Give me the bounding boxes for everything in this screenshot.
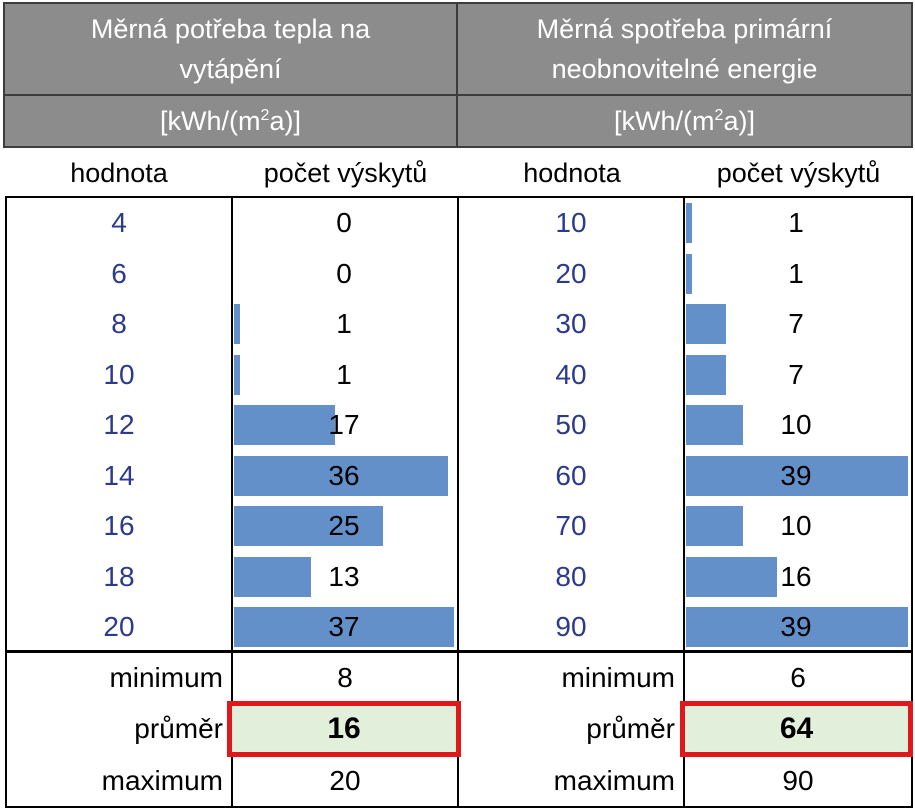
left-row-count: 13 [328, 560, 360, 592]
right-header-title: Měrná spotřeba primární neobnovitelné en… [456, 2, 913, 96]
left-unit-text: [kWh/(m2a)] [160, 106, 301, 136]
left-row-bar [234, 556, 312, 597]
right-unit-text: [kWh/(m2a)] [614, 106, 755, 136]
left-col-value-header: hodnota [70, 157, 168, 188]
right-row-bar [686, 405, 743, 445]
left-row-count: 37 [328, 611, 360, 642]
left-row-bar [234, 304, 240, 344]
left-row-count: 0 [336, 257, 352, 289]
left-row-bar [234, 455, 449, 496]
right-row-bar [686, 506, 743, 546]
left-row-count: 0 [336, 207, 352, 238]
right-col-count-header: počet výskytů [716, 157, 881, 188]
right-row-value: 70 [555, 510, 587, 541]
left-row-value: 6 [111, 257, 127, 289]
right-avg-value: 64 [680, 701, 913, 757]
right-row-value: 20 [555, 257, 587, 289]
right-row-value: 80 [555, 560, 587, 592]
left-row-bar [234, 405, 336, 445]
right-data-row: 50 10 [0, 400, 915, 450]
left-col-count-header: počet výskytů [263, 157, 428, 188]
right-row-value: 50 [555, 409, 587, 440]
left-row-count: 17 [328, 409, 360, 440]
left-min-label: minimum [109, 662, 223, 693]
right-row-count: 10 [780, 409, 812, 440]
left-row-value: 12 [103, 409, 135, 440]
left-avg-value: 16 [227, 701, 461, 757]
right-row-count: 39 [780, 459, 812, 491]
right-row-count: 10 [780, 510, 812, 541]
right-col-value-header: hodnota [523, 157, 621, 188]
right-row-count: 16 [780, 560, 812, 592]
right-row-bar [686, 203, 692, 243]
left-row-bar [234, 506, 383, 546]
right-header-unit: [kWh/(m2a)] [456, 94, 913, 148]
right-column-divider [683, 196, 685, 808]
right-avg-label: průměr [586, 713, 675, 744]
left-data-row: 20 37 [0, 602, 915, 652]
right-row-count: 1 [788, 257, 804, 289]
right-data-row: 10 1 [0, 198, 915, 248]
right-data-row: 70 10 [0, 501, 915, 551]
right-row-bar [686, 354, 726, 395]
right-row-value: 10 [555, 207, 587, 238]
right-min-label: minimum [561, 662, 675, 693]
left-data-row: 10 1 [0, 350, 915, 400]
left-header-title: Měrná potřeba tepla na vytápění [3, 2, 458, 96]
left-data-row: 16 25 [0, 501, 915, 551]
right-row-count: 39 [780, 611, 812, 642]
left-data-row: 12 17 [0, 400, 915, 450]
right-row-count: 7 [788, 358, 804, 390]
right-min-value: 6 [790, 662, 806, 693]
left-min-value: 8 [337, 662, 353, 693]
left-max-value: 20 [329, 765, 361, 796]
right-data-row: 20 1 [0, 249, 915, 299]
left-row-bar [234, 354, 240, 395]
left-row-value: 8 [111, 308, 127, 339]
right-row-value: 30 [555, 308, 587, 339]
right-row-bar [686, 455, 908, 496]
left-header-line2: vytápění [179, 54, 282, 84]
right-row-bar [686, 304, 726, 344]
left-row-value: 16 [103, 510, 135, 541]
left-row-value: 10 [103, 358, 135, 390]
left-row-value: 4 [111, 207, 127, 238]
right-row-value: 40 [555, 358, 587, 390]
right-data-row: 90 39 [0, 602, 915, 652]
right-header-line2: neobnovitelné energie [551, 54, 818, 84]
left-row-value: 14 [103, 459, 135, 491]
right-row-bar [686, 556, 778, 597]
left-avg-label: průměr [134, 713, 223, 744]
right-row-count: 1 [788, 207, 804, 238]
right-data-row: 80 16 [0, 552, 915, 602]
right-max-value: 90 [782, 765, 814, 796]
right-row-bar [686, 253, 692, 294]
left-row-value: 18 [103, 560, 135, 592]
right-row-count: 7 [788, 308, 804, 339]
left-max-label: maximum [101, 765, 223, 796]
left-header-unit: [kWh/(m2a)] [3, 94, 458, 148]
left-row-count: 36 [328, 459, 360, 491]
left-row-count: 25 [328, 510, 360, 541]
right-row-value: 90 [555, 611, 587, 642]
left-column-divider [231, 196, 233, 808]
right-row-value: 60 [555, 459, 587, 491]
left-row-count: 1 [336, 308, 352, 339]
right-max-label: maximum [553, 765, 675, 796]
left-row-value: 20 [103, 611, 135, 642]
right-data-row: 60 39 [0, 451, 915, 501]
right-row-bar [686, 607, 908, 647]
right-data-row: 40 7 [0, 350, 915, 400]
left-header-line1: Měrná potřeba tepla na [90, 14, 371, 44]
left-data-row: 14 36 [0, 451, 915, 501]
left-row-bar [234, 607, 454, 647]
left-data-row: 18 13 [0, 552, 915, 602]
left-row-count: 1 [336, 358, 352, 390]
right-data-row: 30 7 [0, 299, 915, 349]
right-header-line1: Měrná spotřeba primární [536, 14, 833, 44]
